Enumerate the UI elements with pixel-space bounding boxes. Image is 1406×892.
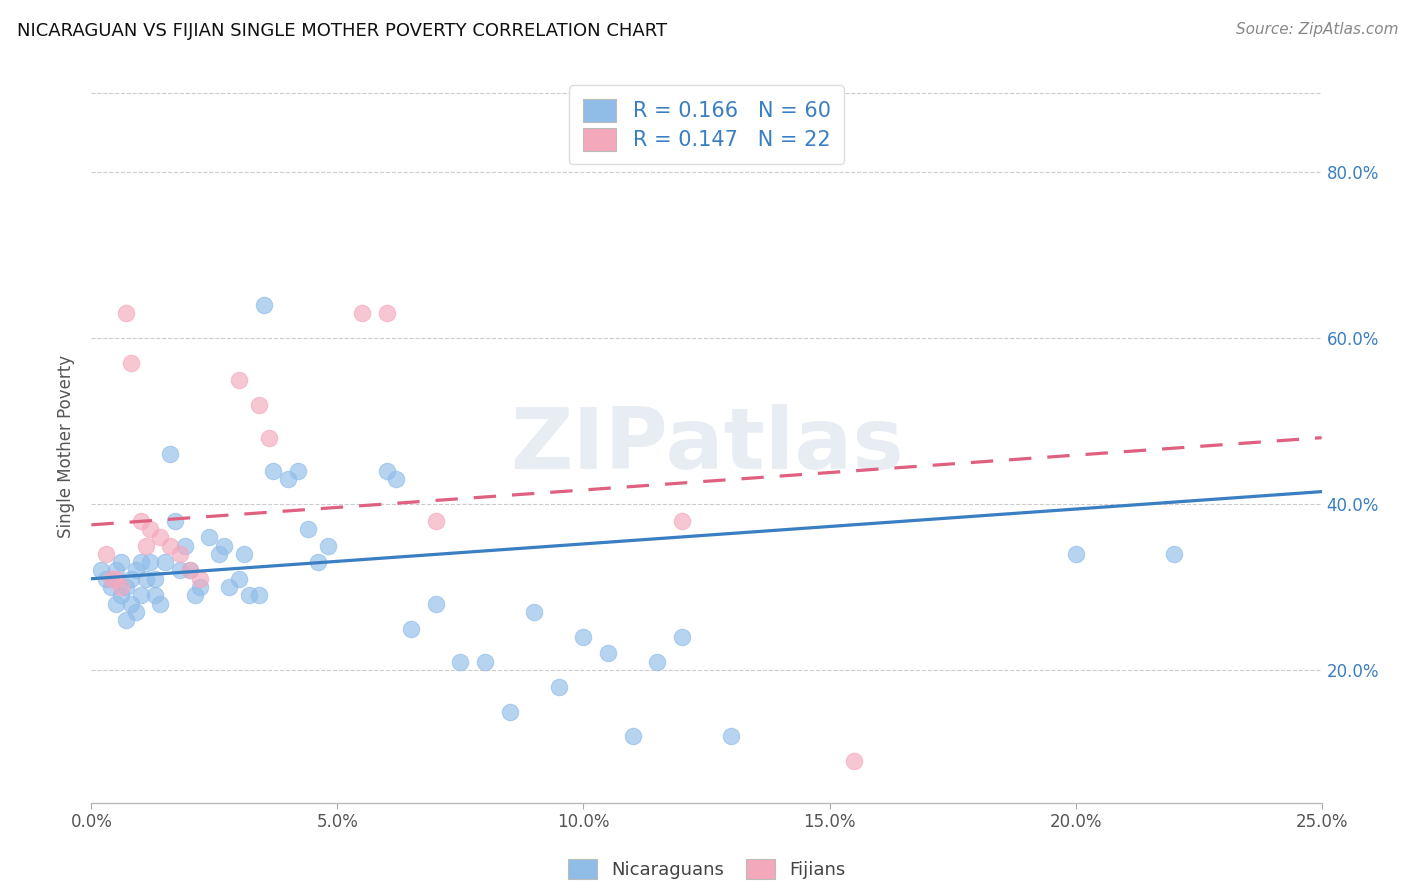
- Point: [425, 597, 447, 611]
- Point: [183, 588, 207, 602]
- Point: [114, 613, 138, 627]
- Point: [159, 539, 181, 553]
- Point: [287, 464, 309, 478]
- Point: [297, 522, 319, 536]
- Point: [139, 555, 162, 569]
- Point: [247, 588, 270, 602]
- Point: [114, 306, 138, 320]
- Point: [159, 447, 181, 461]
- Point: [307, 555, 329, 569]
- Text: Source: ZipAtlas.com: Source: ZipAtlas.com: [1236, 22, 1399, 37]
- Point: [449, 655, 471, 669]
- Text: ZIPatlas: ZIPatlas: [509, 404, 904, 488]
- Point: [90, 564, 112, 578]
- Point: [247, 397, 270, 411]
- Point: [498, 705, 520, 719]
- Point: [135, 539, 156, 553]
- Point: [129, 588, 152, 602]
- Point: [188, 572, 211, 586]
- Point: [257, 431, 280, 445]
- Point: [124, 564, 146, 578]
- Point: [842, 754, 865, 768]
- Point: [720, 730, 742, 744]
- Point: [645, 655, 669, 669]
- Point: [208, 547, 231, 561]
- Point: [110, 555, 132, 569]
- Point: [1064, 547, 1087, 561]
- Point: [149, 530, 172, 544]
- Point: [277, 472, 299, 486]
- Point: [316, 539, 339, 553]
- Point: [238, 588, 260, 602]
- Point: [188, 580, 211, 594]
- Point: [671, 630, 693, 644]
- Point: [145, 588, 166, 602]
- Point: [153, 555, 177, 569]
- Point: [145, 572, 166, 586]
- Point: [105, 597, 127, 611]
- Point: [169, 564, 191, 578]
- Point: [120, 572, 142, 586]
- Point: [232, 547, 256, 561]
- Point: [96, 547, 117, 561]
- Point: [120, 356, 142, 370]
- Point: [523, 605, 546, 619]
- Point: [105, 572, 127, 586]
- Point: [114, 580, 138, 594]
- Point: [352, 306, 374, 320]
- Point: [110, 588, 132, 602]
- Point: [179, 564, 201, 578]
- Point: [596, 647, 619, 661]
- Point: [1163, 547, 1185, 561]
- Point: [375, 306, 398, 320]
- Point: [385, 472, 408, 486]
- Legend: Nicaraguans, Fijians: Nicaraguans, Fijians: [561, 852, 852, 887]
- Point: [163, 514, 186, 528]
- Point: [621, 730, 644, 744]
- Point: [228, 572, 250, 586]
- Point: [129, 555, 152, 569]
- Point: [135, 572, 156, 586]
- Point: [110, 580, 132, 594]
- Point: [179, 564, 201, 578]
- Point: [174, 539, 197, 553]
- Y-axis label: Single Mother Poverty: Single Mother Poverty: [58, 354, 76, 538]
- Text: NICARAGUAN VS FIJIAN SINGLE MOTHER POVERTY CORRELATION CHART: NICARAGUAN VS FIJIAN SINGLE MOTHER POVER…: [17, 22, 666, 40]
- Point: [124, 605, 146, 619]
- Point: [120, 597, 142, 611]
- Point: [572, 630, 595, 644]
- Point: [139, 522, 162, 536]
- Point: [169, 547, 191, 561]
- Point: [547, 680, 569, 694]
- Point: [218, 580, 240, 594]
- Point: [105, 564, 127, 578]
- Point: [425, 514, 447, 528]
- Point: [129, 514, 152, 528]
- Point: [96, 572, 117, 586]
- Point: [474, 655, 496, 669]
- Point: [212, 539, 235, 553]
- Point: [149, 597, 172, 611]
- Point: [100, 572, 122, 586]
- Point: [100, 580, 122, 594]
- Point: [253, 298, 276, 312]
- Point: [671, 514, 693, 528]
- Point: [262, 464, 284, 478]
- Point: [228, 373, 250, 387]
- Point: [198, 530, 221, 544]
- Point: [399, 622, 422, 636]
- Point: [375, 464, 398, 478]
